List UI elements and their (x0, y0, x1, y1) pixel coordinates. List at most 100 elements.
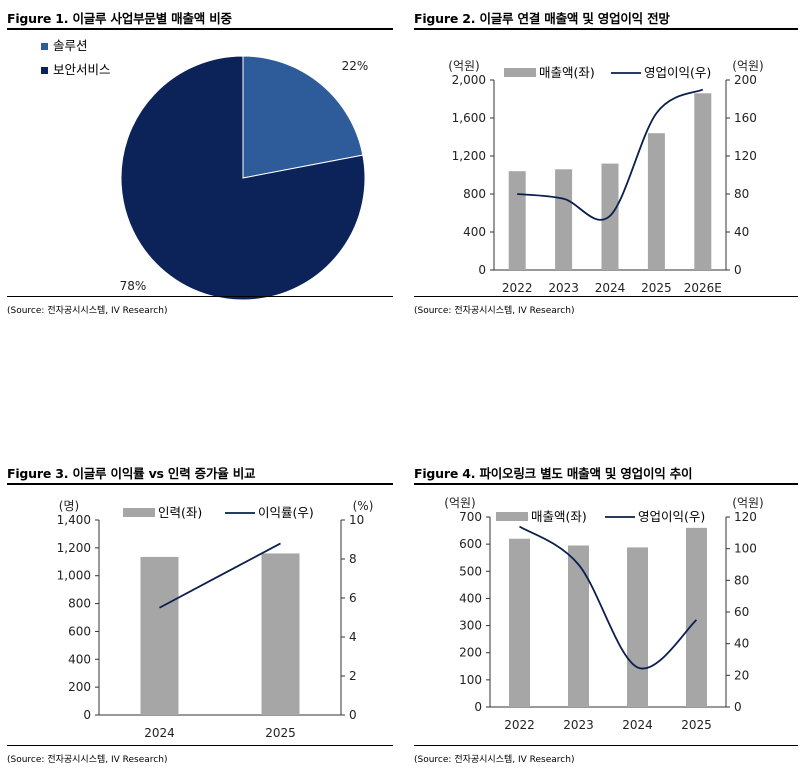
left-tick-label-3: 300 (459, 619, 482, 633)
right-tick-label-1: 40 (734, 225, 749, 239)
left-tick-label-0: 0 (478, 263, 486, 277)
x-tick-label-3: 2025 (681, 718, 712, 732)
legend-bar-swatch (504, 68, 536, 77)
figure-3-source: (Source: 전자공시시스템, IV Research) (7, 755, 168, 765)
left-tick-label-5: 2,000 (452, 73, 486, 87)
legend-bar-swatch (496, 512, 528, 521)
bar-0 (140, 556, 179, 715)
right-tick-label-0: 0 (734, 700, 742, 714)
left-tick-label-4: 1,600 (452, 111, 486, 125)
left-tick-label-2: 400 (68, 652, 91, 666)
left-tick-label-1: 100 (459, 673, 482, 687)
bar-1 (261, 553, 300, 715)
left-tick-label-4: 400 (459, 591, 482, 605)
left-tick-label-7: 1,400 (57, 513, 91, 527)
x-tick-label-0: 2022 (502, 281, 533, 295)
legend-label-1: 보안서비스 (53, 62, 111, 77)
left-tick-label-3: 600 (68, 624, 91, 638)
figure-2-source: (Source: 전자공시시스템, IV Research) (414, 306, 575, 316)
x-tick-label-0: 2024 (144, 726, 175, 740)
legend-swatch-0 (41, 43, 48, 50)
right-tick-label-4: 8 (349, 552, 357, 566)
pie-slice-1 (120, 55, 366, 301)
right-tick-label-1: 2 (349, 669, 357, 683)
left-tick-label-0: 0 (83, 708, 91, 722)
pie-slice-label-1: 78% (120, 279, 147, 293)
legend-bar-label: 인력(좌) (158, 505, 202, 520)
right-tick-label-3: 60 (734, 605, 749, 619)
right-tick-label-0: 0 (734, 263, 742, 277)
figure-4-source: (Source: 전자공시시스템, IV Research) (414, 755, 575, 765)
legend-bar-swatch (123, 508, 155, 517)
x-tick-label-2: 2024 (595, 281, 626, 295)
figure-3-bottom-rule (7, 745, 393, 746)
line-series-path (517, 88, 704, 221)
left-tick-label-2: 200 (459, 646, 482, 660)
legend-bar-label: 매출액(좌) (539, 65, 595, 80)
pie-slice-0 (242, 55, 364, 179)
right-tick-label-2: 4 (349, 630, 357, 644)
figure-2-combo-chart: 04008001,2001,6002,00004080120160200(억원)… (448, 59, 763, 295)
figure-3-title: Figure 3. 이글루 이익률 vs 인력 증가율 비교 (7, 466, 256, 481)
x-tick-label-4: 2026E (684, 281, 722, 295)
left-tick-label-0: 0 (474, 700, 482, 714)
left-tick-label-2: 800 (463, 187, 486, 201)
figure-4-title: Figure 4. 파이오링크 별도 매출액 및 영업이익 추이 (414, 466, 693, 481)
right-tick-label-1: 20 (734, 668, 749, 682)
figure-1-source: (Source: 전자공시시스템, IV Research) (7, 306, 168, 316)
right-tick-label-3: 6 (349, 591, 357, 605)
left-tick-label-3: 1,200 (452, 149, 486, 163)
figure-1-bottom-rule (7, 296, 393, 297)
bar-3 (647, 133, 665, 270)
bar-4 (694, 93, 712, 270)
bar-3 (686, 527, 707, 707)
x-tick-label-3: 2025 (641, 281, 672, 295)
left-tick-label-7: 700 (459, 510, 482, 524)
legend-bar-label: 매출액(좌) (531, 509, 587, 524)
figure-2-top-rule (414, 28, 798, 30)
bar-2 (627, 547, 648, 707)
legend-label-0: 솔루션 (53, 38, 88, 53)
figure-2-title: Figure 2. 이글루 연결 매출액 및 영업이익 전망 (414, 11, 670, 26)
left-tick-label-6: 600 (459, 537, 482, 551)
x-tick-label-1: 2023 (548, 281, 579, 295)
right-tick-label-2: 80 (734, 187, 749, 201)
figure-3-combo-chart: 0 200 400 600 800 1,000 1,200 1,400 0 2 4 6 8 10 (명) (%… (57, 499, 374, 740)
right-tick-label-5: 200 (734, 73, 757, 87)
bar-0 (509, 538, 530, 707)
x-tick-label-0: 2022 (504, 718, 535, 732)
figure-4-combo-chart: 0100200300400500600700020406080100120(억원… (444, 496, 763, 732)
left-tick-label-4: 800 (68, 597, 91, 611)
legend-swatch-1 (41, 67, 48, 74)
figure-4-top-rule (414, 483, 798, 485)
bar-1 (555, 169, 573, 270)
right-axis-unit: (%) (353, 499, 374, 513)
left-tick-label-1: 200 (68, 680, 91, 694)
left-axis-unit: (억원) (448, 59, 479, 73)
right-tick-label-5: 10 (349, 513, 364, 527)
right-tick-label-0: 0 (349, 708, 357, 722)
right-tick-label-3: 120 (734, 149, 757, 163)
bar-1 (568, 545, 589, 707)
line-series-path (519, 525, 698, 670)
right-tick-label-5: 100 (734, 542, 757, 556)
line-series-path (159, 542, 281, 609)
left-tick-label-5: 1,000 (57, 569, 91, 583)
left-tick-label-5: 500 (459, 564, 482, 578)
bar-0 (508, 171, 526, 270)
legend-line-label: 이익률(우) (258, 505, 314, 520)
figure-4-bottom-rule (414, 745, 798, 746)
right-tick-label-6: 120 (734, 510, 757, 524)
left-tick-label-1: 400 (463, 225, 486, 239)
legend-line-label: 영업이익(우) (644, 65, 711, 80)
figure-1-top-rule (7, 28, 393, 30)
figure-2-bottom-rule (414, 296, 798, 297)
x-tick-label-1: 2023 (563, 718, 594, 732)
legend-line-label: 영업이익(우) (638, 509, 705, 524)
right-axis-unit: (억원) (732, 496, 763, 510)
pie-slice-label-0: 22% (342, 59, 369, 73)
left-tick-label-6: 1,200 (57, 541, 91, 555)
x-tick-label-2: 2024 (622, 718, 653, 732)
right-tick-label-4: 80 (734, 573, 749, 587)
